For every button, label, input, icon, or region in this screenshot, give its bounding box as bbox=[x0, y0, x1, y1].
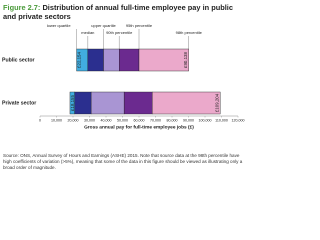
x-tick-label: 50,000 bbox=[117, 118, 128, 122]
annotation: lower quartile bbox=[47, 23, 72, 28]
category-label: Public sector bbox=[2, 57, 35, 63]
annotation: 90th percentile bbox=[106, 30, 133, 35]
annotation: 98th percentile bbox=[176, 30, 203, 35]
header: Figure 2.7: Distribution of annual full-… bbox=[3, 3, 243, 21]
x-tick-label: 80,000 bbox=[167, 118, 178, 122]
bar-segment bbox=[103, 48, 120, 72]
x-tick-label: 20,000 bbox=[68, 118, 79, 122]
source-note: Source: ONS, Annual Survey of Hours and … bbox=[3, 153, 243, 170]
value-label: £90,138 bbox=[183, 52, 188, 68]
x-axis-title: Gross annual pay for full-time employee … bbox=[84, 124, 194, 130]
x-tick-label: 0 bbox=[39, 118, 41, 122]
bar-segment bbox=[138, 48, 189, 72]
chart-title: Distribution of annual full-time employe… bbox=[3, 3, 233, 21]
bar-segment bbox=[74, 91, 92, 115]
x-tick-label: 60,000 bbox=[134, 118, 145, 122]
value-label: £18,155 bbox=[70, 95, 75, 111]
bar-segment bbox=[151, 91, 221, 115]
annotation: upper quartile bbox=[91, 23, 116, 28]
category-label: Private sector bbox=[2, 100, 36, 106]
x-tick-label: 100,000 bbox=[199, 118, 212, 122]
x-tick-label: 40,000 bbox=[101, 118, 112, 122]
annotation: median bbox=[81, 30, 94, 35]
figure-label: Figure 2.7: bbox=[3, 3, 41, 12]
x-tick-label: 10,000 bbox=[51, 118, 62, 122]
x-tick-label: 120,000 bbox=[232, 118, 245, 122]
x-tick-label: 70,000 bbox=[150, 118, 161, 122]
page: Figure 2.7: Distribution of annual full-… bbox=[2, 3, 245, 170]
x-tick-label: 30,000 bbox=[84, 118, 95, 122]
value-label: £22,154 bbox=[77, 52, 82, 68]
annotation: 95th percentile bbox=[126, 23, 153, 28]
chart: 0 10,000 20,000 30,000 40,000 50,000 60,000 70,… bbox=[2, 23, 245, 130]
bar-segment bbox=[123, 91, 153, 115]
bar-segment bbox=[87, 48, 104, 72]
x-tick-label: 110,000 bbox=[215, 118, 228, 122]
bar-segment bbox=[118, 48, 140, 72]
value-label: £109,204 bbox=[214, 93, 219, 112]
bar-segment bbox=[90, 91, 125, 115]
x-tick-label: 90,000 bbox=[183, 118, 194, 122]
